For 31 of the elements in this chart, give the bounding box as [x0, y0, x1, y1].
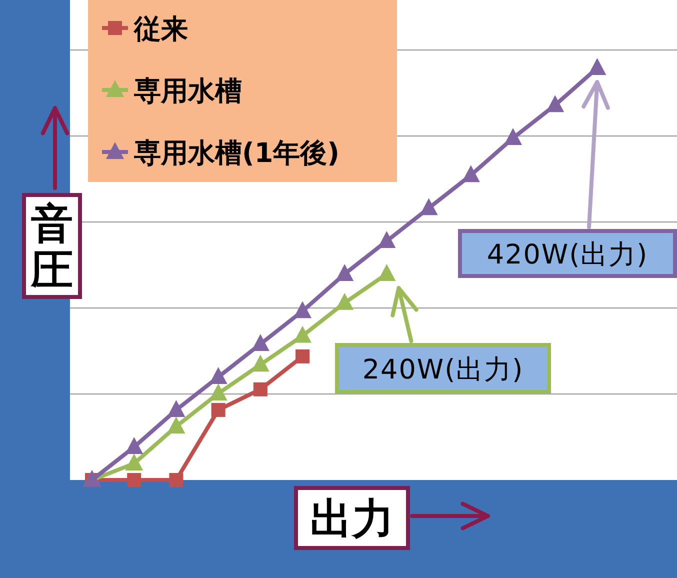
- point: [127, 473, 142, 487]
- point: [294, 301, 312, 318]
- point: [462, 165, 480, 182]
- annotation: 240W(出力): [362, 354, 524, 386]
- point: [588, 58, 606, 75]
- point: [294, 326, 312, 343]
- legend-label: 専用水槽: [133, 76, 242, 107]
- annotation: 240W(出力): [335, 286, 551, 394]
- x-axis-title: 出力: [310, 494, 394, 543]
- point: [251, 334, 270, 352]
- point: [420, 198, 438, 216]
- point: [167, 416, 186, 434]
- point: [296, 349, 310, 364]
- xlabel: 出力: [294, 486, 490, 550]
- legend-label: 従来: [133, 14, 188, 45]
- point: [336, 264, 354, 281]
- point: [253, 382, 268, 396]
- point: [125, 437, 144, 454]
- point: [546, 95, 564, 112]
- point: [169, 473, 184, 487]
- y-axis-title: 音圧: [30, 199, 73, 294]
- annotation: 420W(出力): [486, 240, 648, 270]
- point: [167, 400, 186, 417]
- point: [378, 231, 396, 248]
- point: [504, 128, 522, 146]
- point: [336, 292, 354, 310]
- point: [125, 454, 144, 471]
- legend-label: 専用水槽(1年後): [133, 138, 340, 169]
- point: [251, 354, 270, 372]
- point: [211, 402, 226, 417]
- ylabel: 音圧: [22, 106, 82, 299]
